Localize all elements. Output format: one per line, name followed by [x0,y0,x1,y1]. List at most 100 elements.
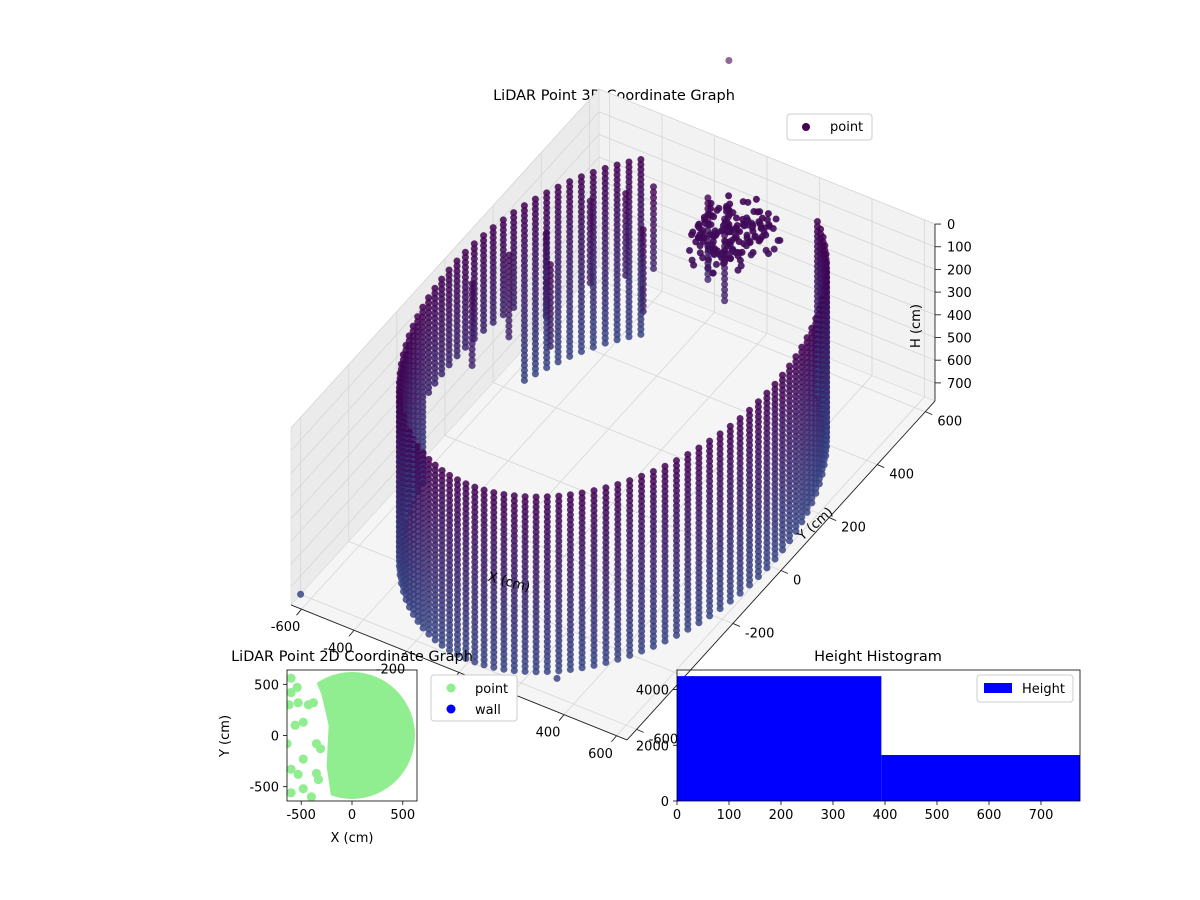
data-point [425,630,433,638]
data-point [720,297,729,305]
tick-label-y: 4000 [636,684,669,699]
chart-3d: LiDAR Point 3D Coordinate Graph -600-400… [271,56,972,762]
data-point [613,336,621,344]
tick-y [732,623,741,627]
data-point [626,651,634,660]
tick-label-x: 600 [977,808,1002,823]
legend-marker-wall [446,704,456,714]
data-point [744,198,752,207]
data-point [625,333,633,341]
gridline-y [300,593,637,730]
tick-y [636,728,644,733]
tick-label-y: -600 [649,732,679,747]
data-point [769,224,777,233]
data-point [521,667,529,676]
legend-marker-point [446,683,456,693]
data-point [692,238,700,246]
tick-label-y: 400 [889,468,914,483]
data-point [287,788,296,798]
data-point [602,658,610,667]
data-point [745,581,754,589]
data-point [684,625,692,633]
data-point [589,343,597,351]
gridline-z [290,111,600,451]
data-point [419,624,427,632]
data-point [554,358,562,366]
data-point [774,236,782,245]
data-point [431,636,439,644]
data-point [755,237,763,245]
tick-label-y: 200 [841,521,866,536]
data-point [438,641,446,649]
tick-y [877,464,885,468]
gridline-z [598,134,936,270]
data-point [742,242,751,250]
data-point [785,537,794,545]
data-point [649,264,658,273]
data-point [298,754,308,764]
data-point [770,245,778,253]
chart-2d-legend: point wall [430,674,518,722]
data-point [704,275,712,284]
tick-label-z: 400 [947,309,972,324]
tick-label-x: -500 [286,808,316,823]
tick-label-x: 200 [769,808,794,823]
data-point [778,546,787,554]
data-point [438,370,446,378]
data-point [747,251,755,259]
data-point [553,674,561,683]
data-point [590,661,598,670]
data-point [687,231,696,239]
tick-label-z: 0 [947,218,955,233]
legend-marker-height [984,683,1012,693]
data-point [531,370,540,378]
tick-y [925,411,933,416]
data-point [713,206,721,215]
tick-y [828,517,837,521]
data-point [649,642,658,650]
data-point [298,717,308,727]
data-point [468,361,476,370]
data-point [445,361,453,369]
data-point [578,664,586,672]
data-point [315,744,326,754]
gridline-z [290,88,600,429]
tick-label-z: 500 [947,331,972,346]
data-point [734,266,742,274]
tick-label-x: 400 [536,726,561,741]
tick-label-x: 700 [1029,808,1054,823]
data-point [505,333,513,341]
data-point [425,388,433,397]
tick-x [296,608,302,616]
tick-label-x: 500 [925,808,950,823]
chart-2d: LiDAR Point 2D Coordinate Graph -500 0 500… [218,649,518,846]
tick-label-y: 0 [271,730,279,745]
tick-label-x: 600 [588,747,613,762]
tick-x [401,651,407,658]
data-point [308,698,319,708]
chart-histogram: Height Histogram 0 100 200 300 400 500 600 700 0… [636,649,1081,823]
data-point [696,242,704,250]
data-point [543,364,551,372]
tick-label-z: 100 [947,241,972,256]
data-point [532,668,540,676]
data-point [297,590,305,598]
tick-label-x: 300 [821,808,846,823]
data-point [712,260,721,269]
data-point [306,792,316,801]
data-point [685,246,694,255]
data-point [771,555,779,563]
data-point [313,774,324,785]
data-point [566,665,575,674]
data-point [461,343,470,351]
tick-label-x: 0 [348,808,356,823]
data-point [601,339,609,347]
data-point [695,619,703,627]
legend-label-point: point [475,682,508,697]
data-point [500,665,508,673]
data-point [543,667,551,676]
data-point [555,667,563,675]
chart-2d-ylabel: Y (cm) [218,715,233,758]
data-point [453,352,461,360]
